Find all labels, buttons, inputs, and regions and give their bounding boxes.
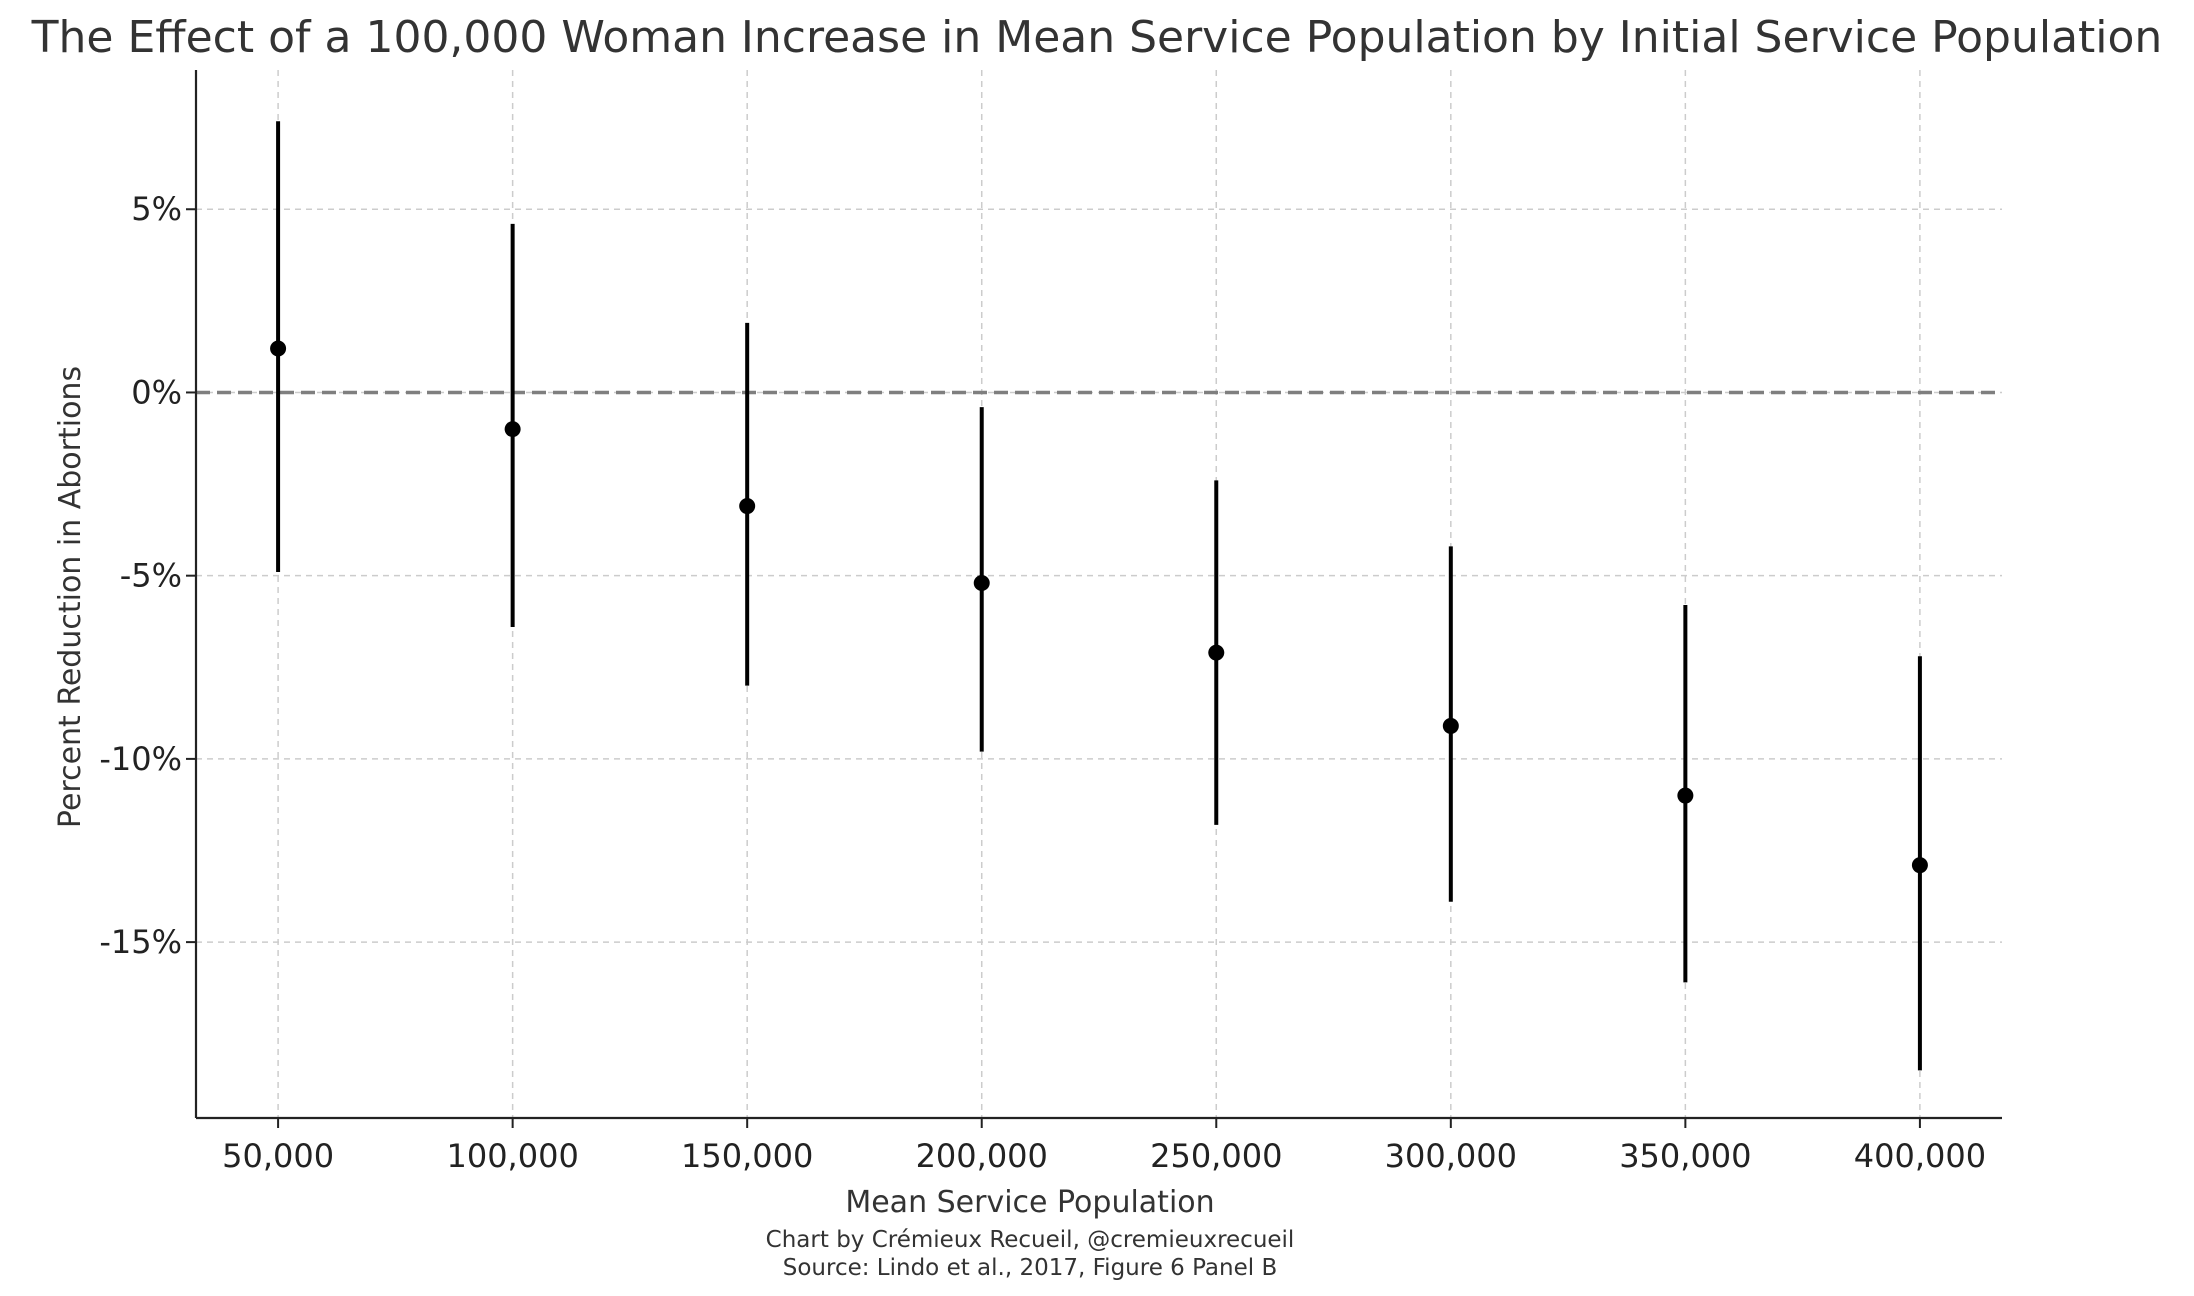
chart-title: The Effect of a 100,000 Woman Increase i… (31, 12, 2163, 63)
data-point-3 (973, 575, 990, 592)
caption-source: Source: Lindo et al., 2017, Figure 6 Pan… (783, 1255, 1278, 1281)
y-tick-label-2: -5% (120, 557, 182, 595)
x-tick-label-7: 400,000 (1854, 1137, 1986, 1175)
caption-credit: Chart by Crémieux Recueil, @cremieuxrecu… (766, 1227, 1295, 1253)
axes (194, 70, 2002, 1120)
tick-labels: 50,000 100,000 150,000 200,000 250,000 300,00… (99, 190, 1986, 1175)
data-point-1 (504, 421, 521, 438)
x-tick-label-2: 150,000 (681, 1137, 813, 1175)
x-tick-label-5: 300,000 (1385, 1137, 1517, 1175)
data-point-6 (1677, 787, 1694, 804)
data-point-2 (739, 498, 756, 515)
x-tick-label-0: 50,000 (222, 1137, 334, 1175)
data-point-7 (1911, 857, 1928, 874)
x-tick-label-1: 100,000 (446, 1137, 578, 1175)
y-tick-label-0: 5% (131, 190, 182, 228)
y-tick-label-4: -15% (99, 923, 182, 961)
data-point-4 (1208, 644, 1225, 661)
data-point-0 (270, 340, 287, 357)
y-tick-label-1: 0% (131, 373, 182, 411)
y-axis-label: Percent Reduction in Abortions (53, 366, 88, 828)
x-tick-label-3: 200,000 (916, 1137, 1048, 1175)
y-tick-label-3: -10% (99, 740, 182, 778)
data-points (270, 340, 1928, 874)
x-tick-label-6: 350,000 (1619, 1137, 1751, 1175)
x-axis-label: Mean Service Population (845, 1185, 1214, 1220)
x-tick-label-4: 250,000 (1150, 1137, 1282, 1175)
data-point-5 (1442, 717, 1459, 734)
